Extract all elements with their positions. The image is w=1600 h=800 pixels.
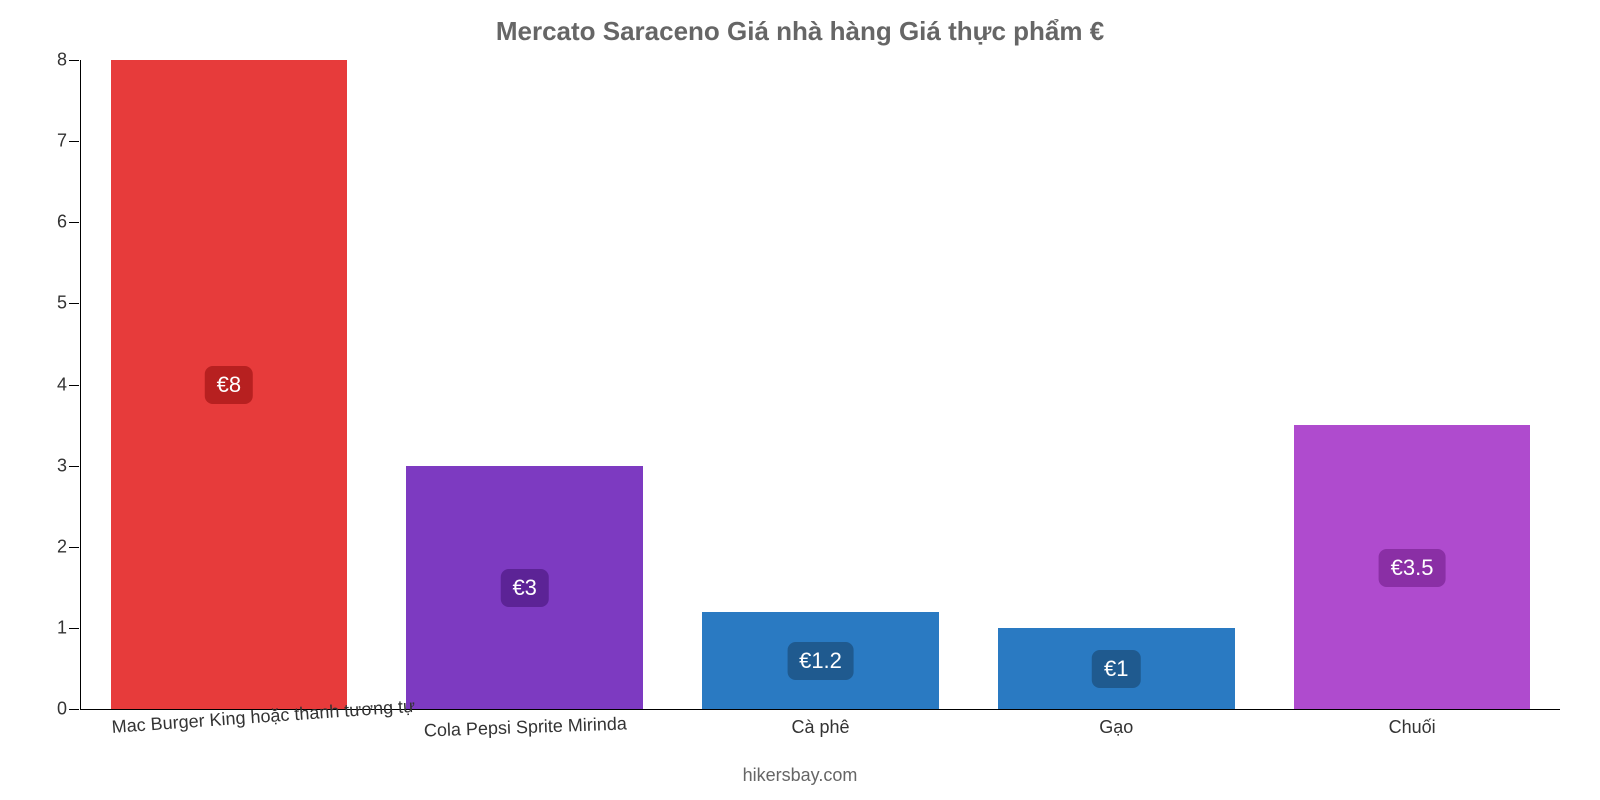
y-axis-tick (69, 466, 79, 467)
y-axis-tick (69, 628, 79, 629)
y-axis-tick-label: 6 (35, 212, 67, 233)
x-axis-tick-label: Cola Pepsi Sprite Mirinda (423, 713, 627, 741)
attribution-text: hikersbay.com (0, 765, 1600, 786)
chart-title: Mercato Saraceno Giá nhà hàng Giá thực p… (0, 0, 1600, 47)
bar-value-badge: €3.5 (1379, 549, 1446, 587)
plot-area: €8€3€1.2€1€3.5 012345678Mac Burger King … (80, 60, 1560, 710)
bar-value-badge: €3 (500, 569, 548, 607)
y-axis-tick-label: 1 (35, 617, 67, 638)
y-axis-tick (69, 303, 79, 304)
x-axis-tick-label: Chuối (1389, 717, 1436, 738)
y-axis-tick-label: 8 (35, 50, 67, 71)
y-axis-tick (69, 385, 79, 386)
x-axis-tick-label: Cà phê (791, 717, 849, 738)
bar-value-badge: €1 (1092, 650, 1140, 688)
y-axis-tick-label: 2 (35, 536, 67, 557)
y-axis-tick-label: 4 (35, 374, 67, 395)
y-axis-tick (69, 709, 79, 710)
y-axis-tick (69, 141, 79, 142)
y-axis-tick-label: 5 (35, 293, 67, 314)
bar-value-badge: €1.2 (787, 642, 854, 680)
y-axis-tick (69, 222, 79, 223)
y-axis-tick (69, 547, 79, 548)
y-axis-tick-label: 0 (35, 699, 67, 720)
x-axis-tick-label: Gạo (1099, 717, 1133, 738)
y-axis-tick-label: 7 (35, 131, 67, 152)
y-axis-tick (69, 60, 79, 61)
y-axis-tick-label: 3 (35, 455, 67, 476)
bar-value-badge: €8 (205, 366, 253, 404)
